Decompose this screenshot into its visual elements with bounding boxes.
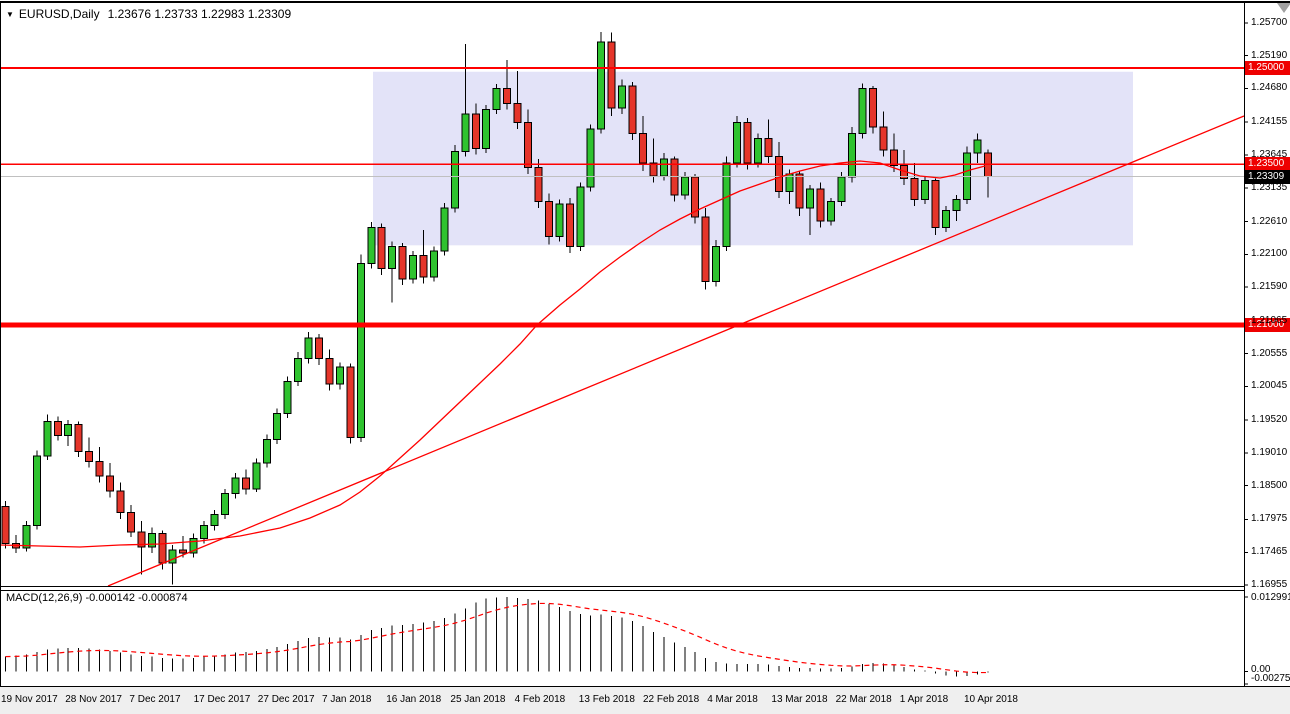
time-axis-label: 19 Nov 2017 — [1, 694, 58, 705]
dropdown-arrow-icon[interactable]: ▼ — [6, 10, 14, 19]
time-axis-label: 13 Mar 2018 — [771, 694, 828, 705]
macd-values-label: -0.000142 -0.000874 — [85, 592, 188, 604]
price-line-tag-pivot: 1.23500 — [1245, 157, 1290, 171]
macd-axis[interactable]: 0.0129915 0.00-0.0027555 — [1245, 591, 1290, 686]
ohlc-values-label: 1.23676 1.23733 1.22983 1.23309 — [107, 7, 292, 21]
price-line-tag-resistance: 1.25000 — [1245, 61, 1290, 75]
price-axis-label: 1.18500 — [1251, 479, 1288, 491]
macd-name-label: MACD(12,26,9) — [6, 592, 83, 604]
symbol-period-label: EURUSD,Daily — [18, 7, 100, 21]
time-axis[interactable]: 19 Nov 2017 28 Nov 2017 7 Dec 2017 17 Dec 2… — [0, 687, 1290, 714]
macd-axis-label: -0.0027555 — [1251, 672, 1290, 684]
time-axis-label: 4 Mar 2018 — [707, 694, 758, 705]
price-axis-label: 1.17465 — [1251, 546, 1288, 558]
time-axis-label: 22 Feb 2018 — [643, 694, 700, 705]
time-axis-label: 22 Mar 2018 — [835, 694, 892, 705]
time-axis-label: 10 Apr 2018 — [964, 694, 1018, 705]
current-price-tag: 1.23309 — [1245, 170, 1290, 184]
price-axis-label: 1.21590 — [1251, 281, 1288, 293]
price-axis-label: 1.21065 — [1251, 314, 1288, 326]
chart-shift-marker-icon[interactable] — [1277, 3, 1290, 13]
chart-title: ▼ EURUSD,Daily 1.23676 1.23733 1.22983 1.2… — [6, 7, 291, 21]
price-line-tag-support: 1.21000 — [1245, 318, 1290, 332]
time-axis-label: 28 Nov 2017 — [65, 694, 122, 705]
time-axis-label: 7 Dec 2017 — [129, 694, 181, 705]
price-axis[interactable]: 1.25700 1.25190 1.24680 1.24155 1.23645 1.231… — [1245, 3, 1290, 590]
price-axis-label: 1.19520 — [1251, 414, 1288, 426]
price-axis-label: 1.23645 — [1251, 149, 1288, 161]
price-axis-label: 1.17975 — [1251, 513, 1288, 525]
price-axis-label: 1.24155 — [1251, 116, 1288, 128]
time-axis-label: 16 Jan 2018 — [386, 694, 442, 705]
price-axis-label: 1.22100 — [1251, 248, 1288, 260]
price-axis-label: 1.19010 — [1251, 446, 1288, 458]
time-axis-label: 17 Dec 2017 — [193, 694, 251, 705]
macd-indicator-label: MACD(12,26,9) -0.000142 -0.000874 — [6, 592, 188, 604]
price-axis-label: 1.20045 — [1251, 380, 1288, 392]
time-axis-label: 1 Apr 2018 — [899, 694, 949, 705]
macd-axis-label: 0.00 — [1251, 663, 1271, 675]
price-axis-label: 1.24680 — [1251, 82, 1288, 94]
price-axis-label: 1.20555 — [1251, 347, 1288, 359]
price-axis-label: 1.22610 — [1251, 215, 1288, 227]
macd-axis-label: 0.0129915 — [1251, 592, 1290, 603]
time-axis-label: 13 Feb 2018 — [578, 694, 635, 705]
price-axis-label: 1.23135 — [1251, 181, 1288, 193]
time-axis-label: 4 Feb 2018 — [514, 694, 566, 705]
time-axis-label: 25 Jan 2018 — [450, 694, 506, 705]
price-axis-label: 1.16955 — [1251, 579, 1288, 591]
price-axis-label: 1.25190 — [1251, 49, 1288, 61]
time-axis-label: 7 Jan 2018 — [322, 694, 372, 705]
time-axis-label: 27 Dec 2017 — [257, 694, 315, 705]
price-axis-label: 1.25700 — [1251, 16, 1288, 28]
